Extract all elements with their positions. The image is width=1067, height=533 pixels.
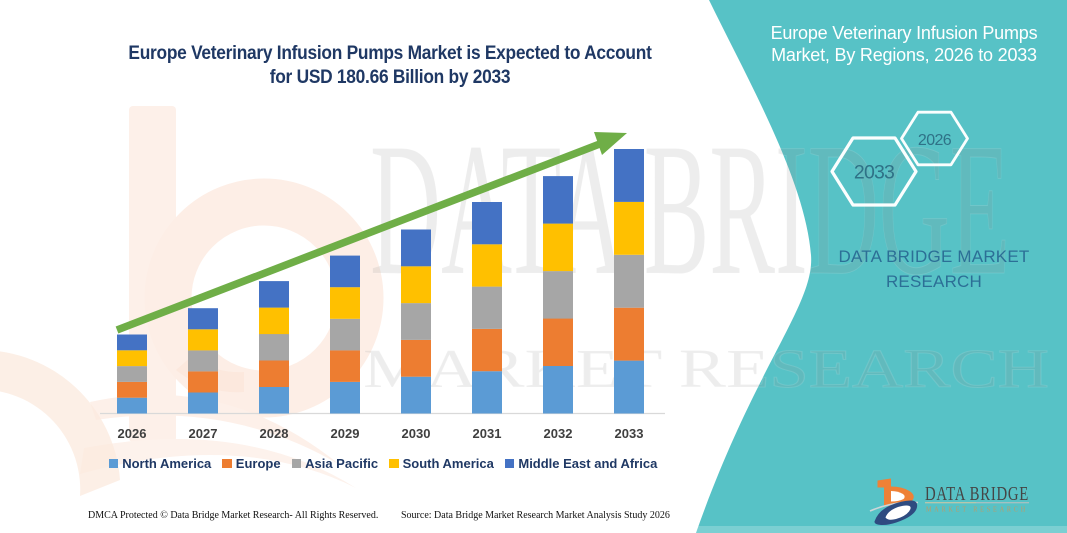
x-axis-label-2029: 2029 <box>331 426 360 441</box>
legend-label: Middle East and Africa <box>518 456 658 471</box>
legend-swatch <box>291 458 302 469</box>
b-watermark-corner-arc <box>0 351 120 496</box>
logo-b-orange-hole <box>891 491 905 502</box>
legend-label: North America <box>122 456 212 471</box>
bar-segment-2031-south-america <box>472 244 502 287</box>
bar-segment-2029-asia-pacific <box>330 318 360 351</box>
legend-label: Europe <box>235 456 281 471</box>
x-axis-label-2027: 2027 <box>189 426 218 441</box>
bar-segment-2032-asia-pacific <box>543 271 573 319</box>
b-watermark-swoosh-upper <box>90 394 340 465</box>
bar-segment-2032-europe <box>543 318 573 366</box>
bar-segment-2028-europe <box>259 360 289 387</box>
bar-segment-2029-south-america <box>330 287 360 319</box>
legend-swatch <box>108 458 119 469</box>
panel-bottom-strip <box>696 526 1067 533</box>
bar-segment-2033-asia-pacific <box>614 254 644 308</box>
panel-brand-text: DATA BRIDGE MARKET RESEARCH <box>838 247 1030 291</box>
bar-segment-2029-middle-east-and-africa <box>330 255 360 288</box>
bar-segment-2031-europe <box>472 328 502 372</box>
x-axis-label-2031: 2031 <box>473 426 502 441</box>
legend-item-asia-pacific: Asia Pacific <box>291 456 379 471</box>
bar-segment-2032-north-america <box>543 366 573 414</box>
legend-swatch <box>389 458 399 469</box>
logo-swoosh-navy-hole <box>885 505 911 520</box>
bar-segment-2026-middle-east-and-africa <box>117 334 147 351</box>
footer-dmca: DMCA Protected © Data Bridge Market Rese… <box>88 510 379 521</box>
stacked-bar-chart: 2026 2027 2028 2029 2030 2031 2032 2033 <box>100 149 665 441</box>
b-watermark-swoosh-lower <box>80 439 356 488</box>
bar-segment-2029-north-america <box>330 381 360 414</box>
bar-segment-2031-asia-pacific <box>472 286 502 329</box>
legend-item-north-america: North America <box>108 456 212 471</box>
bar-segment-2030-north-america <box>401 376 431 414</box>
bar-segment-2031-north-america <box>472 371 502 414</box>
x-axis-label-2030: 2030 <box>402 426 431 441</box>
footer-source: Source: Data Bridge Market Research Mark… <box>401 510 670 521</box>
hexagon-2033-label: 2033 <box>854 162 894 184</box>
bar-segment-2032-middle-east-and-africa <box>543 176 573 224</box>
logo-subtext: MARKET RESEARCH <box>926 506 1028 514</box>
hexagon-badges: 2033 2026 <box>830 110 969 207</box>
bar-segment-2026-europe <box>117 381 147 398</box>
bar-segment-2028-north-america <box>259 387 289 414</box>
panel-title: Europe Veterinary Infusion Pumps Market,… <box>770 23 1038 65</box>
bar-segment-2031-middle-east-and-africa <box>472 202 502 245</box>
x-axis-label-2028: 2028 <box>260 426 289 441</box>
chart-title-line1: Europe Veterinary Infusion Pumps Market … <box>128 43 652 64</box>
teal-side-panel <box>696 0 1067 533</box>
bar-segment-2033-europe <box>614 307 644 361</box>
bar-segment-2027-asia-pacific <box>188 350 218 372</box>
bar-segment-2026-asia-pacific <box>117 366 147 382</box>
bar-segment-2028-middle-east-and-africa <box>259 281 289 308</box>
dbmr-b-watermark <box>0 106 384 496</box>
logo-name: DATA BRIDGE <box>925 483 1029 505</box>
bar-segment-2029-europe <box>330 350 360 382</box>
trend-arrow <box>115 132 627 334</box>
legend-label: South America <box>402 456 494 471</box>
legend-item-europe: Europe <box>222 456 281 471</box>
chart-title-line2: for USD 180.66 Billion by 2033 <box>269 66 511 88</box>
bar-segment-2027-south-america <box>188 329 218 351</box>
legend-swatch <box>504 458 515 469</box>
legend-item-middle-east-and-africa: Middle East and Africa <box>504 456 658 471</box>
chart-title: Europe Veterinary Infusion Pumps Market … <box>112 42 669 89</box>
bar-segment-2028-south-america <box>259 307 289 335</box>
legend-label: Asia Pacific <box>305 456 379 471</box>
chart-legend: North America Europe Asia Pacific South Ame… <box>90 456 676 471</box>
watermark-line2: MARKET RESEARCH <box>363 338 1049 399</box>
x-axis-label-2033: 2033 <box>615 426 644 441</box>
bar-segment-2027-middle-east-and-africa <box>188 308 218 330</box>
trend-line <box>115 140 603 334</box>
hexagon-2033 <box>830 136 918 207</box>
hexagon-2026-label: 2026 <box>918 132 952 149</box>
dbmr-logo: DATA BRIDGE MARKET RESEARCH <box>869 478 1029 526</box>
bar-segment-2026-north-america <box>117 397 147 414</box>
bar-segment-2033-north-america <box>614 360 644 414</box>
bar-segment-2030-south-america <box>401 266 431 304</box>
bar-segment-2030-asia-pacific <box>401 303 431 340</box>
hexagon-2026 <box>900 110 969 167</box>
trend-arrowhead <box>594 132 627 155</box>
bar-segment-2032-south-america <box>543 223 573 272</box>
x-axis-label-2032: 2032 <box>544 426 573 441</box>
legend-item-south-america: South America <box>389 456 494 471</box>
x-axis-label-2026: 2026 <box>118 426 147 441</box>
bar-segment-2028-asia-pacific <box>259 334 289 361</box>
bar-segment-2033-south-america <box>614 201 644 255</box>
bar-segment-2030-middle-east-and-africa <box>401 229 431 267</box>
bar-segment-2027-north-america <box>188 392 218 414</box>
bar-segment-2030-europe <box>401 339 431 377</box>
bar-segment-2033-middle-east-and-africa <box>614 149 644 202</box>
bar-segment-2027-europe <box>188 371 218 393</box>
bar-segment-2026-south-america <box>117 350 147 367</box>
legend-swatch <box>222 458 232 469</box>
